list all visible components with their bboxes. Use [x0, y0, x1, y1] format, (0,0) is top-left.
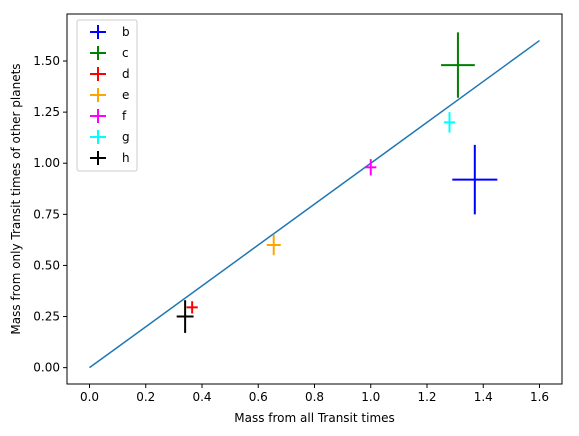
error-point-e	[266, 234, 281, 256]
x-tick-label: 1.2	[417, 390, 436, 404]
x-tick-label: 0.6	[249, 390, 268, 404]
legend-box	[76, 19, 138, 172]
x-tick-label: 1.0	[361, 390, 380, 404]
y-axis-ticks: 0.00 0.25 0.50 0.75 1.00 1.25 1.50	[33, 54, 67, 375]
y-tick-label: 0.00	[33, 361, 60, 375]
y-tick-label: 0.25	[33, 310, 60, 324]
legend-label: f	[122, 109, 127, 123]
x-tick-label: 0.2	[136, 390, 155, 404]
legend-label: g	[122, 130, 130, 144]
y-tick-label: 0.75	[33, 207, 60, 221]
legend-label: e	[122, 88, 129, 102]
legend-label: h	[122, 151, 130, 165]
plot-frame	[66, 13, 563, 385]
plot-marks	[89, 32, 540, 369]
y-tick-label: 1.00	[33, 156, 60, 170]
x-axis-label: Mass from all Transit times	[234, 411, 395, 425]
reference-line	[89, 39, 540, 369]
x-tick-label: 0.4	[192, 390, 211, 404]
x-tick-label: 1.4	[474, 390, 493, 404]
error-point-d	[186, 301, 198, 314]
legend-label: c	[122, 46, 129, 60]
x-tick-label: 0.8	[305, 390, 324, 404]
legend-label: d	[122, 67, 130, 81]
y-tick-label: 0.50	[33, 258, 60, 272]
y-tick-label: 1.50	[33, 54, 60, 68]
error-point-g	[443, 112, 456, 133]
x-tick-label: 0.0	[80, 390, 99, 404]
error-point-b	[452, 144, 498, 215]
error-point-c	[441, 32, 475, 98]
error-point-f	[365, 159, 377, 176]
x-axis-ticks: 0.0 0.2 0.4 0.6 0.8 1.0 1.2 1.4 1.6	[80, 384, 549, 404]
error-point-h	[176, 300, 194, 333]
y-axis-label: Mass from only Transit times of other pl…	[9, 63, 23, 334]
x-tick-label: 1.6	[530, 390, 549, 404]
legend-label: b	[122, 25, 130, 39]
y-tick-label: 1.25	[33, 105, 60, 119]
